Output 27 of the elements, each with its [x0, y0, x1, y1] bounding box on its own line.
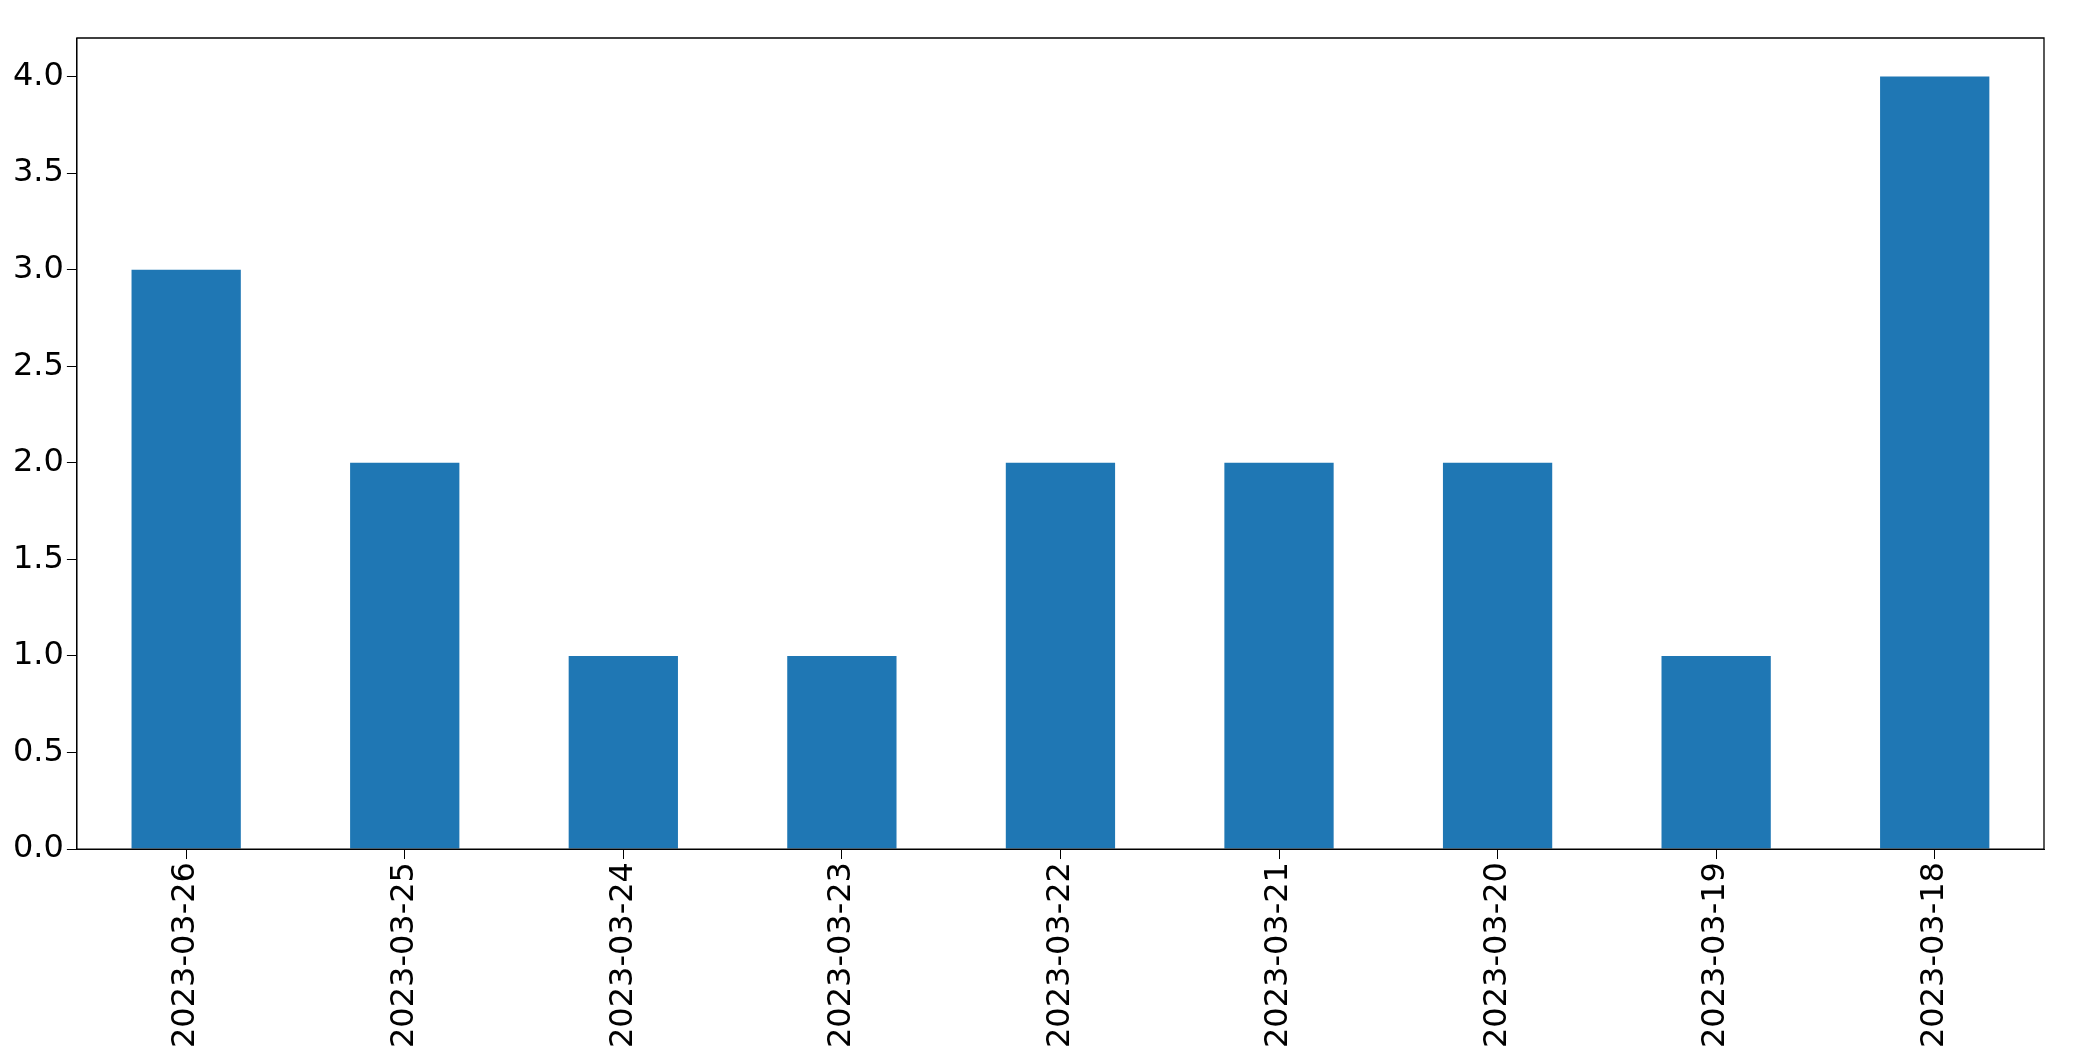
- x-tick-label: 2023-03-19: [1694, 862, 1733, 1048]
- y-tick-label: 1.0: [13, 634, 64, 673]
- y-tick-label: 4.0: [13, 54, 64, 93]
- bar: [1442, 462, 1553, 849]
- y-tick-label: 3.0: [13, 248, 64, 287]
- x-tick-label: 2023-03-20: [1475, 862, 1514, 1048]
- x-tick-label: 2023-03-25: [383, 862, 422, 1048]
- y-tick-label: 2.0: [13, 441, 64, 480]
- bar: [1005, 462, 1116, 849]
- x-tick-label: 2023-03-22: [1038, 862, 1077, 1048]
- bar: [787, 655, 897, 849]
- bar: [1661, 655, 1771, 849]
- bar: [568, 655, 678, 849]
- x-tick-label: 2023-03-21: [1257, 862, 1296, 1048]
- x-tick-label: 2023-03-18: [1913, 862, 1952, 1048]
- x-tick-label: 2023-03-26: [164, 862, 203, 1048]
- y-tick-label: 3.5: [13, 151, 64, 190]
- bar: [350, 462, 460, 849]
- bar: [1880, 76, 1990, 849]
- x-tick-label: 2023-03-24: [601, 862, 640, 1048]
- y-tick-label: 2.5: [13, 344, 64, 383]
- y-tick-label: 0.0: [13, 827, 64, 866]
- bar: [1224, 462, 1334, 849]
- y-tick-label: 1.5: [13, 537, 64, 576]
- y-tick-label: 0.5: [13, 730, 64, 769]
- x-tick-label: 2023-03-23: [820, 862, 859, 1048]
- bar: [131, 269, 241, 849]
